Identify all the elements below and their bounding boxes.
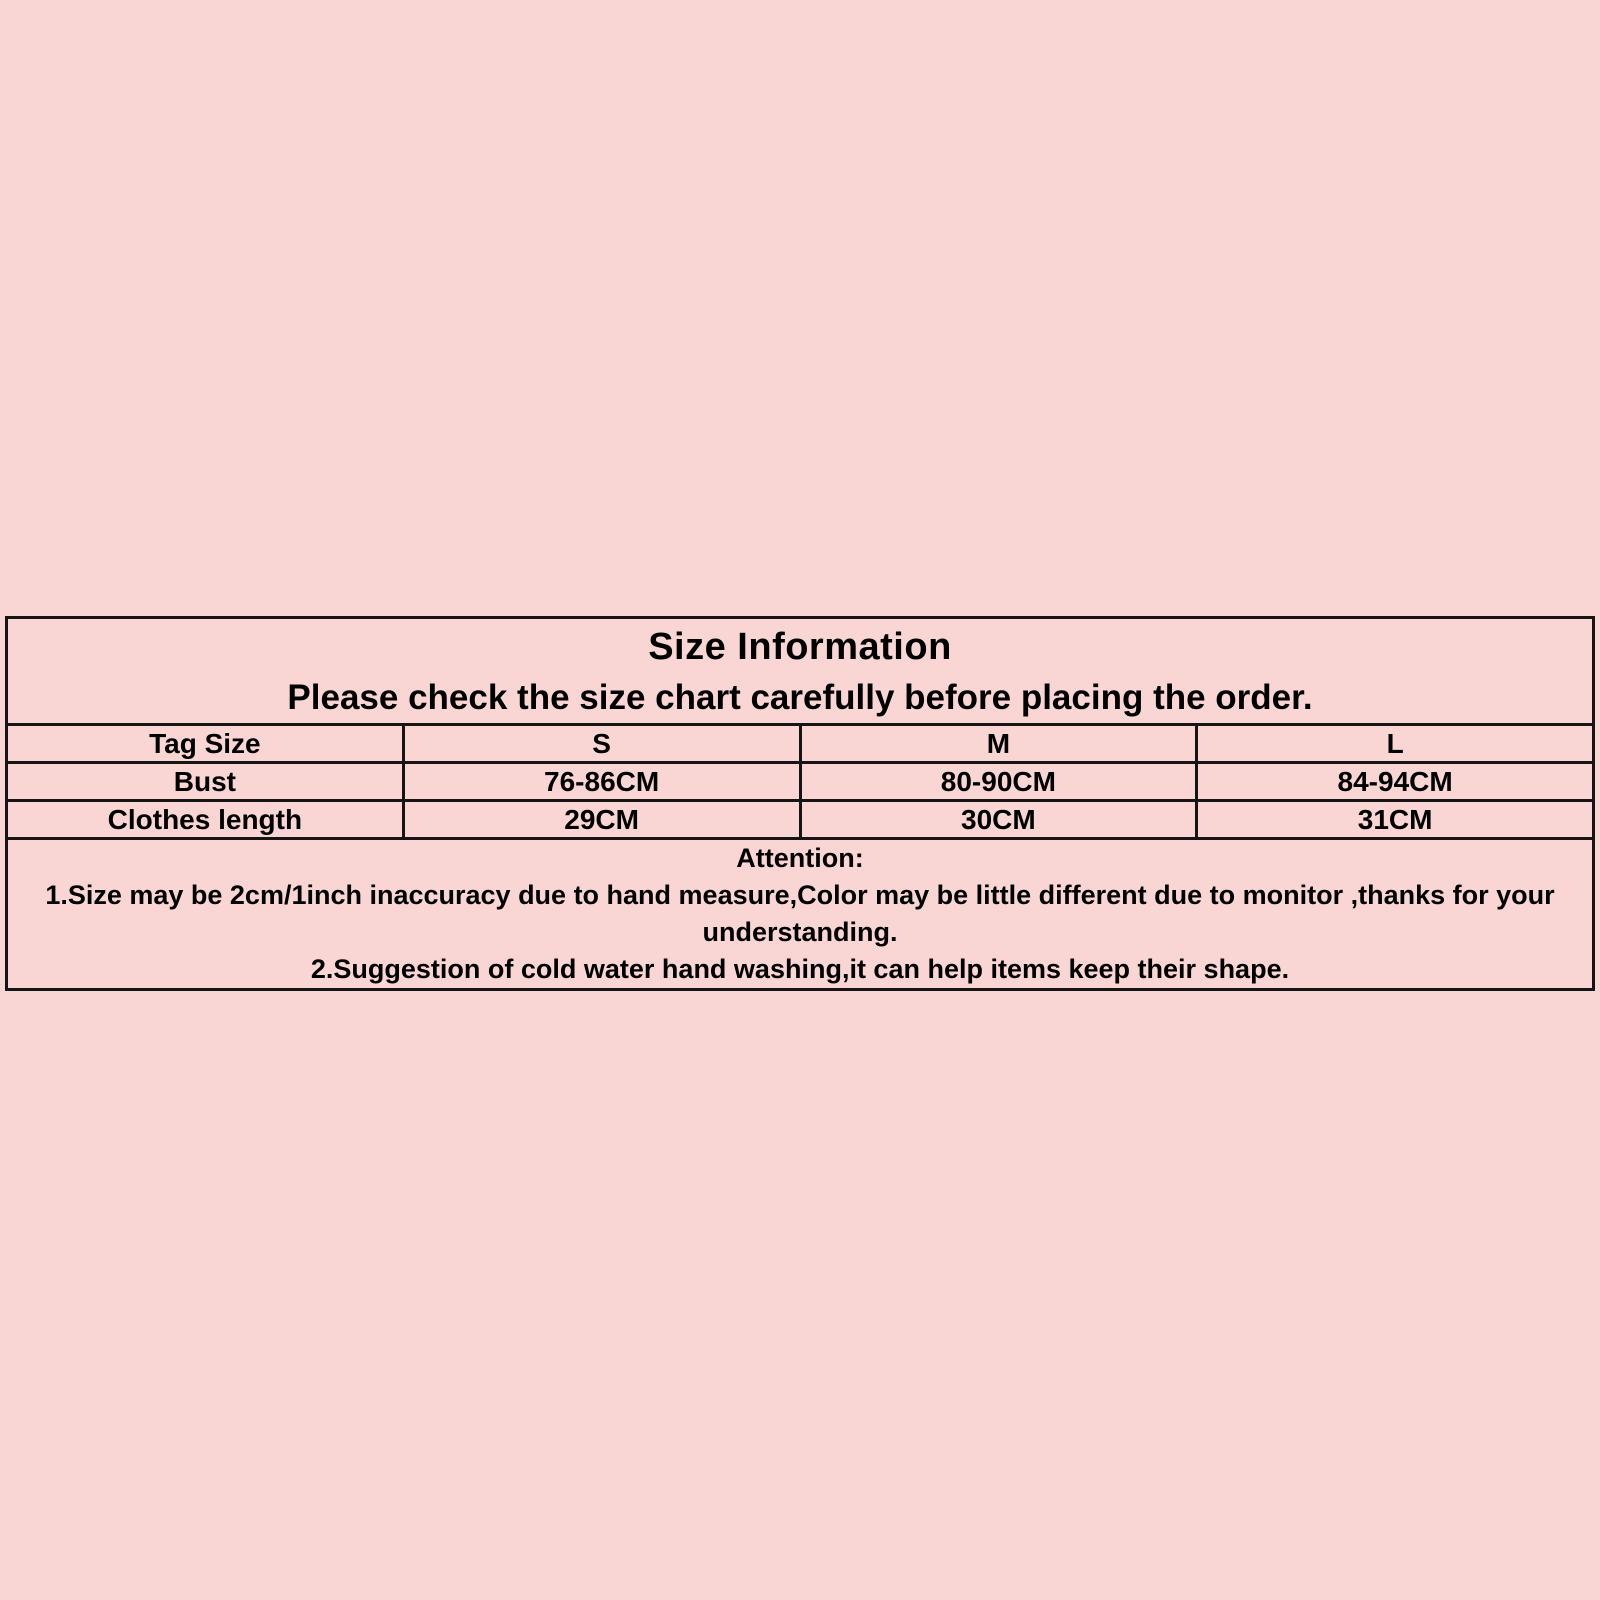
- cell-bust-m: 80-90CM: [798, 761, 1199, 802]
- attention-row: Attention: 1.Size may be 2cm/1inch inacc…: [5, 837, 1595, 991]
- cell-bust-s: 76-86CM: [401, 761, 802, 802]
- row-label-clothes-length: Clothes length: [5, 799, 405, 840]
- cell-clothes-length-m: 30CM: [798, 799, 1199, 840]
- size-chart-table: Size Information Please check the size c…: [5, 616, 1595, 991]
- header-size-l: L: [1195, 723, 1595, 764]
- header-size-s: S: [401, 723, 802, 764]
- attention-note-2: 2.Suggestion of cold water hand washing,…: [310, 954, 1290, 984]
- row-label-bust: Bust: [5, 761, 405, 802]
- size-chart-title: Size Information: [648, 626, 952, 668]
- tag-size-row: Tag Size S M L: [5, 723, 1595, 764]
- clothes-length-row: Clothes length 29CM 30CM 31CM: [5, 799, 1595, 840]
- attention-cell: Attention: 1.Size may be 2cm/1inch inacc…: [5, 837, 1595, 991]
- bust-row: Bust 76-86CM 80-90CM 84-94CM: [5, 761, 1595, 802]
- attention-heading: Attention:: [736, 843, 864, 873]
- header-tag-size: Tag Size: [5, 723, 405, 764]
- size-chart-header-cell: Size Information Please check the size c…: [5, 616, 1595, 726]
- cell-clothes-length-l: 31CM: [1195, 799, 1595, 840]
- cell-clothes-length-s: 29CM: [401, 799, 802, 840]
- header-size-m: M: [798, 723, 1199, 764]
- size-chart-header-row: Size Information Please check the size c…: [5, 616, 1595, 726]
- attention-note-1: 1.Size may be 2cm/1inch inaccuracy due t…: [45, 880, 1555, 947]
- size-chart-subtitle: Please check the size chart carefully be…: [287, 678, 1313, 717]
- cell-bust-l: 84-94CM: [1195, 761, 1595, 802]
